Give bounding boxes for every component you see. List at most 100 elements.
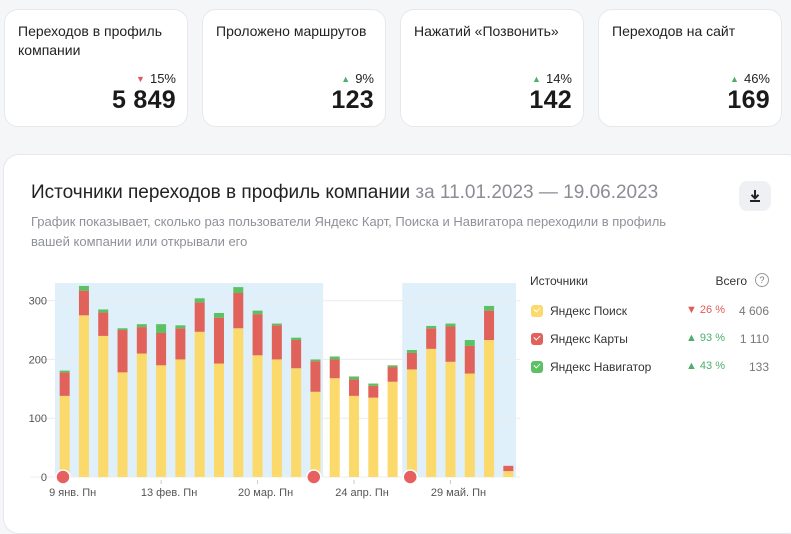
- metric-card-site-visits[interactable]: Переходов на сайт ▲ 46% 169: [598, 9, 782, 127]
- bar-search: [368, 397, 379, 477]
- bar-search: [349, 395, 360, 477]
- bar-search: [59, 395, 70, 477]
- metric-delta: ▲ 46%: [730, 71, 770, 86]
- legend-item-navigator[interactable]: Яндекс Навигатор ▲ 43 % 133: [527, 358, 769, 378]
- legend-header: Источники Всего ?: [527, 270, 769, 290]
- bar-maps: [213, 317, 224, 364]
- highlight-range: [55, 283, 324, 477]
- bar-search: [136, 353, 147, 477]
- bar-navigator: [156, 324, 167, 333]
- legend-item-label: Яндекс Поиск: [550, 304, 627, 318]
- metric-title: Проложено маршрутов: [216, 23, 367, 39]
- bar-maps: [252, 314, 263, 356]
- bar-navigator: [349, 376, 360, 380]
- bar-maps: [78, 290, 89, 316]
- bar-maps: [387, 367, 398, 382]
- download-icon: [750, 190, 760, 202]
- checkbox-checked-icon[interactable]: [531, 361, 543, 373]
- bar-search: [117, 372, 128, 477]
- trend-down-icon: ▼: [136, 74, 145, 84]
- date-range: за 11.01.2023 — 19.06.2023: [415, 182, 659, 203]
- download-button[interactable]: [739, 181, 771, 211]
- bar-search: [213, 363, 224, 477]
- x-tick-label: 20 мар. Пн: [238, 487, 293, 499]
- legend-item-label: Яндекс Навигатор: [550, 360, 652, 374]
- bar-search: [252, 355, 263, 477]
- bar-maps: [233, 292, 244, 329]
- legend-total-header: Всего: [715, 274, 747, 288]
- bar-search: [503, 471, 514, 477]
- bar-search: [426, 348, 437, 477]
- metric-value: 123: [331, 86, 374, 114]
- checkbox-checked-icon[interactable]: [531, 305, 543, 317]
- legend-item-pct: ▼ 26 %: [685, 304, 725, 316]
- bar-maps: [194, 302, 205, 332]
- bar-navigator: [387, 365, 398, 368]
- bar-search: [291, 368, 302, 477]
- metric-value: 169: [727, 86, 770, 114]
- bar-navigator: [213, 312, 224, 318]
- bar-search: [175, 359, 186, 477]
- x-tick-label: 9 янв. Пн: [49, 487, 96, 499]
- bar-navigator: [310, 359, 321, 362]
- highlight-range: [402, 283, 516, 477]
- y-tick-label: 0: [41, 472, 47, 484]
- metric-delta: ▲ 14%: [532, 71, 572, 86]
- bar-search: [484, 340, 495, 477]
- legend-item-total: 133: [748, 360, 769, 374]
- x-tick-label: 29 май. Пн: [431, 487, 486, 499]
- x-tick-label: 24 апр. Пн: [335, 487, 389, 499]
- checkbox-checked-icon[interactable]: [531, 333, 543, 345]
- info-icon[interactable]: ?: [755, 273, 769, 287]
- bar-navigator: [252, 310, 263, 315]
- bar-maps: [406, 352, 417, 370]
- bar-search: [310, 391, 321, 477]
- bar-navigator: [464, 340, 475, 346]
- bar-navigator: [136, 324, 147, 328]
- legend-item-maps[interactable]: Яндекс Карты ▲ 93 % 1 110: [527, 330, 769, 350]
- metric-delta: ▼ 15%: [136, 71, 176, 86]
- y-tick-label: 200: [29, 354, 47, 366]
- bar-navigator: [368, 383, 379, 386]
- metric-title: Переходов на сайт: [612, 23, 736, 39]
- y-tick-label: 300: [29, 296, 47, 308]
- bar-maps: [136, 327, 147, 354]
- bar-maps: [503, 465, 514, 472]
- legend-sources-header: Источники: [530, 274, 588, 288]
- bar-navigator: [98, 309, 109, 313]
- metric-card-routes[interactable]: Проложено маршрутов ▲ 9% 123: [202, 9, 386, 127]
- bar-search: [98, 335, 109, 477]
- metric-value: 5 849: [111, 86, 176, 114]
- bar-maps: [271, 325, 282, 360]
- bar-search: [406, 369, 417, 477]
- metric-title: Переходов в профиль компании: [18, 23, 162, 58]
- event-marker: [306, 469, 322, 485]
- bar-navigator: [194, 298, 205, 303]
- bar-search: [194, 331, 205, 477]
- y-tick-label: 100: [29, 413, 47, 425]
- bar-search: [329, 378, 340, 477]
- bar-search: [78, 315, 89, 477]
- bar-navigator: [233, 287, 244, 293]
- bar-navigator: [175, 325, 186, 329]
- bar-maps: [445, 326, 456, 362]
- bar-search: [156, 365, 167, 477]
- bar-search: [445, 361, 456, 477]
- metric-card-calls[interactable]: Нажатий «Позвонить» ▲ 14% 142: [400, 9, 584, 127]
- bar-navigator: [329, 356, 340, 360]
- bar-maps: [349, 379, 360, 396]
- bar-maps: [329, 359, 340, 379]
- bar-navigator: [117, 328, 128, 331]
- event-marker: [402, 469, 418, 485]
- legend-item-search[interactable]: Яндекс Поиск ▼ 26 % 4 606: [527, 302, 769, 322]
- sources-chart: 0 100 200 300 9 янв. Пн 13 фев. Пн 20 мар. Пн 2…: [29, 283, 520, 499]
- bar-navigator: [59, 370, 70, 373]
- legend-item-pct: ▲ 43 %: [685, 360, 725, 372]
- bar-maps: [156, 332, 167, 366]
- bar-maps: [368, 385, 379, 398]
- bar-maps: [98, 312, 109, 336]
- legend-item-pct: ▲ 93 %: [685, 332, 725, 344]
- legend-item-label: Яндекс Карты: [550, 332, 628, 346]
- metric-value: 142: [529, 86, 572, 114]
- metric-card-profile-visits[interactable]: Переходов в профиль компании ▼ 15% 5 849: [4, 9, 188, 127]
